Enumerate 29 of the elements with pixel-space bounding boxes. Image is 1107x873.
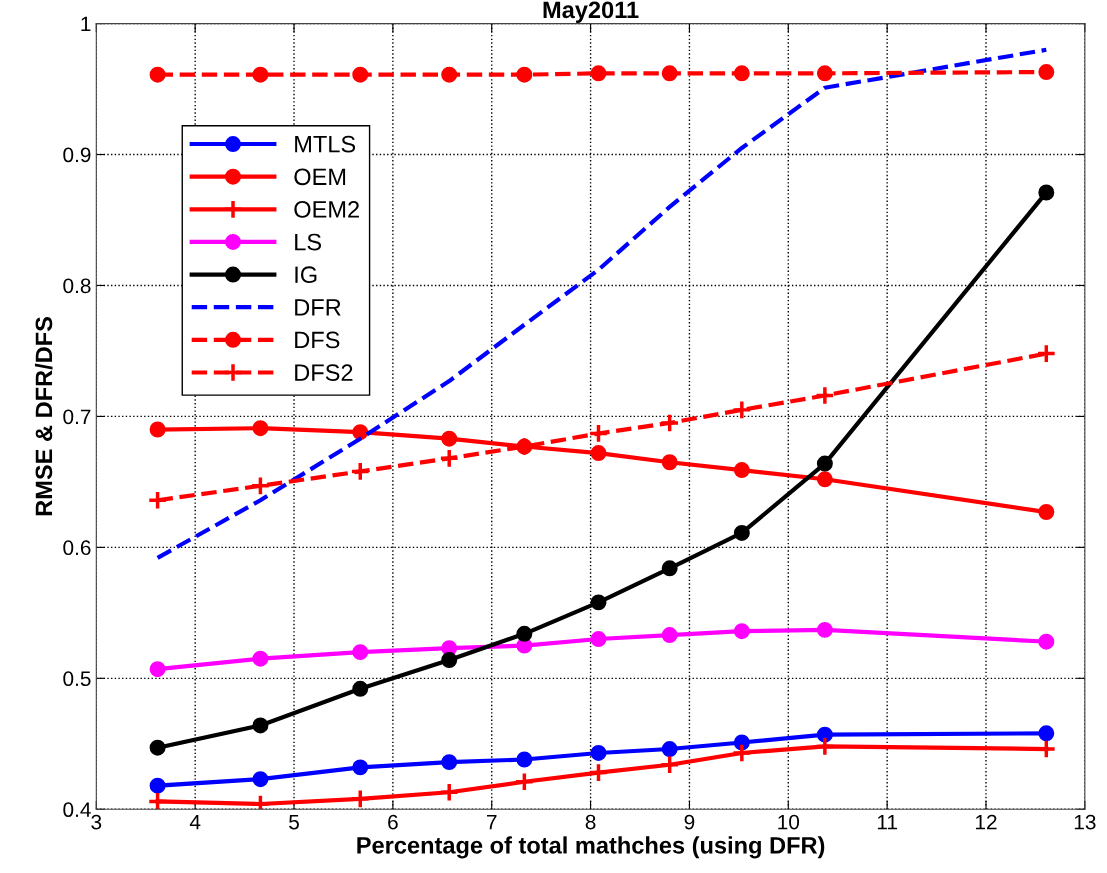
y-tick-label: 1 bbox=[81, 16, 91, 32]
x-tick-label: 11 bbox=[877, 814, 897, 830]
y-tick-label: 0.6 bbox=[63, 540, 91, 556]
x-tick-label: 4 bbox=[189, 814, 201, 830]
x-tick-label: 12 bbox=[976, 814, 997, 830]
legend-label: DFR bbox=[295, 299, 341, 316]
x-tick-label: 5 bbox=[289, 814, 299, 830]
x-tick-label: 3 bbox=[91, 814, 102, 830]
y-tick-label: 0.5 bbox=[63, 671, 91, 687]
x-tick-label: 8 bbox=[585, 814, 596, 830]
y-tick-label: 0.8 bbox=[63, 278, 91, 294]
chart-title: May2011 bbox=[543, 1, 639, 23]
legend-label: DFS2 bbox=[295, 364, 353, 381]
y-tick-label: 0.9 bbox=[63, 147, 91, 163]
legend-label: MTLS bbox=[295, 135, 356, 153]
y-axis-title: RMSE & DFR/DFS bbox=[34, 317, 53, 516]
x-tick-label: 6 bbox=[388, 814, 398, 830]
x-tick-label: 13 bbox=[1074, 814, 1096, 830]
legend-label: DFS bbox=[295, 331, 340, 349]
y-tick-label: 0.7 bbox=[63, 409, 91, 425]
legend-label: OEM bbox=[294, 168, 346, 186]
x-tick-label: 9 bbox=[684, 814, 695, 830]
x-tick-label: 7 bbox=[487, 814, 497, 830]
x-tick-label: 10 bbox=[778, 814, 800, 830]
legend-label: IG bbox=[295, 266, 317, 284]
legend-label: LS bbox=[295, 233, 322, 251]
legend-label: OEM2 bbox=[294, 201, 359, 218]
x-axis-title: Percentage of total mathches (using DFR) bbox=[357, 836, 825, 859]
y-tick-label: 0.4 bbox=[63, 802, 91, 818]
